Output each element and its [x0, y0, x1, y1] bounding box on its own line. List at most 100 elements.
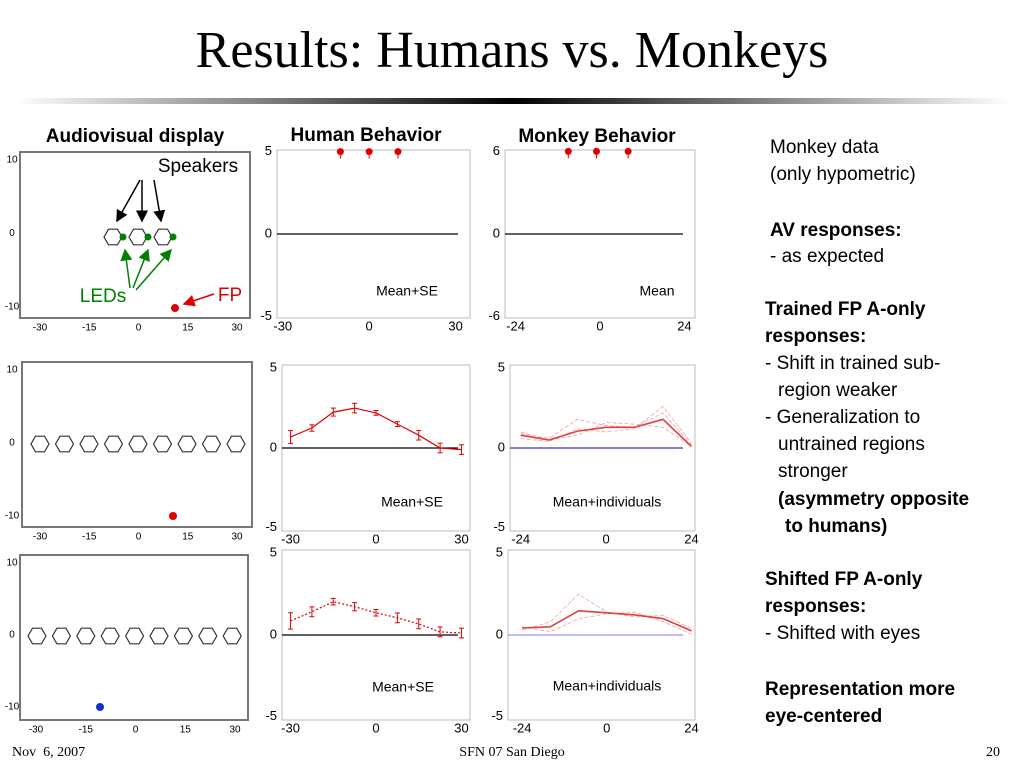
- x-tick-label: 0: [136, 323, 142, 334]
- speaker: [128, 435, 148, 453]
- plot: -24 0 24 -6 0 6 Mean: [488, 143, 696, 333]
- speaker: [222, 627, 242, 645]
- y-tick-label: 0: [493, 225, 500, 240]
- error-bar: [458, 627, 464, 639]
- note-line: responses:: [765, 326, 866, 347]
- speaker: [54, 435, 75, 453]
- y-tick-label: 10: [6, 558, 18, 569]
- x-tick-label: 24: [684, 531, 698, 546]
- plot: -24 0 24 -5 0 5 Mean+individuals: [493, 360, 698, 547]
- y-tick-label: 0: [270, 626, 277, 641]
- plot: -30 0 30 -5 0 5 Mean+SE: [260, 143, 471, 333]
- plot-annotation: Mean+individuals: [553, 494, 662, 510]
- speaker: [51, 627, 72, 645]
- x-tick-label: -30: [33, 532, 48, 543]
- error-bar: [288, 612, 294, 630]
- y-tick-label: 0: [9, 630, 15, 641]
- note-line: to humans): [785, 516, 887, 537]
- annotation: FP: [218, 285, 242, 306]
- x-tick-label: 30: [231, 532, 243, 543]
- x-tick-label: 0: [372, 531, 379, 546]
- error-bar: [394, 421, 400, 427]
- annotation: LEDs: [80, 286, 126, 307]
- data-point: [365, 148, 373, 156]
- x-tick-label: 0: [603, 720, 610, 735]
- x-tick-label: 30: [448, 318, 462, 333]
- series-line: [522, 611, 692, 635]
- series-line: [520, 418, 692, 447]
- error-bar: [416, 618, 422, 630]
- x-tick-label: 24: [684, 720, 698, 735]
- error-bar: [352, 402, 358, 414]
- error-bar: [352, 602, 358, 612]
- x-tick-label: -30: [33, 323, 48, 334]
- note-line: - Shift in trained sub-: [765, 353, 940, 374]
- note-line: (only hypometric): [770, 164, 916, 185]
- speaker: [76, 627, 96, 645]
- x-tick-label: 0: [133, 725, 139, 736]
- note-line: stronger: [778, 461, 848, 482]
- y-tick-label: 5: [496, 545, 503, 560]
- display-frame: [21, 361, 253, 528]
- speaker: [100, 627, 120, 645]
- y-tick-label: -5: [265, 708, 277, 723]
- y-tick-label: 5: [270, 360, 277, 375]
- series-line: [520, 405, 692, 444]
- x-tick-label: 15: [182, 323, 194, 334]
- note-line: Trained FP A-only: [765, 299, 926, 320]
- note-line: Monkey data: [770, 137, 879, 158]
- arrow: [120, 248, 133, 289]
- note-line: - as expected: [770, 246, 884, 267]
- y-tick-label: -5: [260, 308, 272, 323]
- y-tick-label: 0: [496, 626, 503, 641]
- display-panel: -30 -15 0 15 30 -10 0 10: [5, 554, 249, 736]
- data-point: [394, 148, 402, 156]
- plot: -30 0 30 -5 0 5 Mean+SE: [265, 545, 471, 735]
- y-tick-label: 5: [270, 545, 277, 560]
- data-point: [592, 147, 600, 155]
- data-point: [624, 147, 632, 155]
- annotation: Speakers: [158, 156, 238, 177]
- arrow: [116, 179, 141, 223]
- title-rule: [15, 98, 1010, 104]
- x-tick-label: -30: [29, 725, 44, 736]
- speaker: [103, 228, 123, 246]
- error-bar: [416, 429, 422, 441]
- x-tick-label: 0: [372, 720, 379, 735]
- x-tick-label: -30: [281, 720, 300, 735]
- speaker: [27, 627, 47, 645]
- arrow: [135, 248, 172, 291]
- speaker-arrows: [116, 179, 215, 307]
- y-tick-label: 0: [265, 225, 272, 240]
- x-tick-label: -15: [82, 532, 97, 543]
- data-point: [336, 148, 344, 156]
- y-tick-label: -5: [265, 519, 277, 534]
- speaker: [226, 435, 246, 453]
- speaker: [177, 435, 197, 453]
- x-tick-label: 0: [136, 532, 142, 543]
- note-line: AV responses:: [770, 220, 902, 241]
- x-tick-label: 0: [596, 318, 603, 333]
- x-tick-label: -24: [513, 720, 532, 735]
- speaker: [30, 435, 50, 453]
- speaker: [124, 627, 145, 645]
- slide-title: Results: Humans vs. Monkeys: [196, 22, 829, 79]
- y-tick-label: 0: [9, 228, 15, 239]
- error-bar: [394, 612, 400, 624]
- column-header: Audiovisual display: [46, 126, 225, 147]
- note-line: responses:: [765, 596, 866, 617]
- series-line: [520, 412, 692, 446]
- note-line: Representation more: [765, 679, 955, 700]
- plot: -30 0 30 -5 0 5 Mean+SE: [265, 360, 471, 546]
- y-tick-label: 0: [270, 439, 277, 454]
- column-header: Human Behavior: [291, 125, 443, 146]
- y-tick-label: -5: [491, 708, 503, 723]
- footer-page: 20: [986, 745, 1000, 760]
- x-tick-label: 30: [454, 720, 468, 735]
- plot: -24 0 24 -5 0 5 Mean+individuals: [491, 545, 698, 736]
- x-tick-label: -15: [79, 725, 94, 736]
- error-bar: [437, 442, 443, 454]
- y-tick-label: -10: [5, 302, 20, 313]
- speaker: [198, 627, 218, 645]
